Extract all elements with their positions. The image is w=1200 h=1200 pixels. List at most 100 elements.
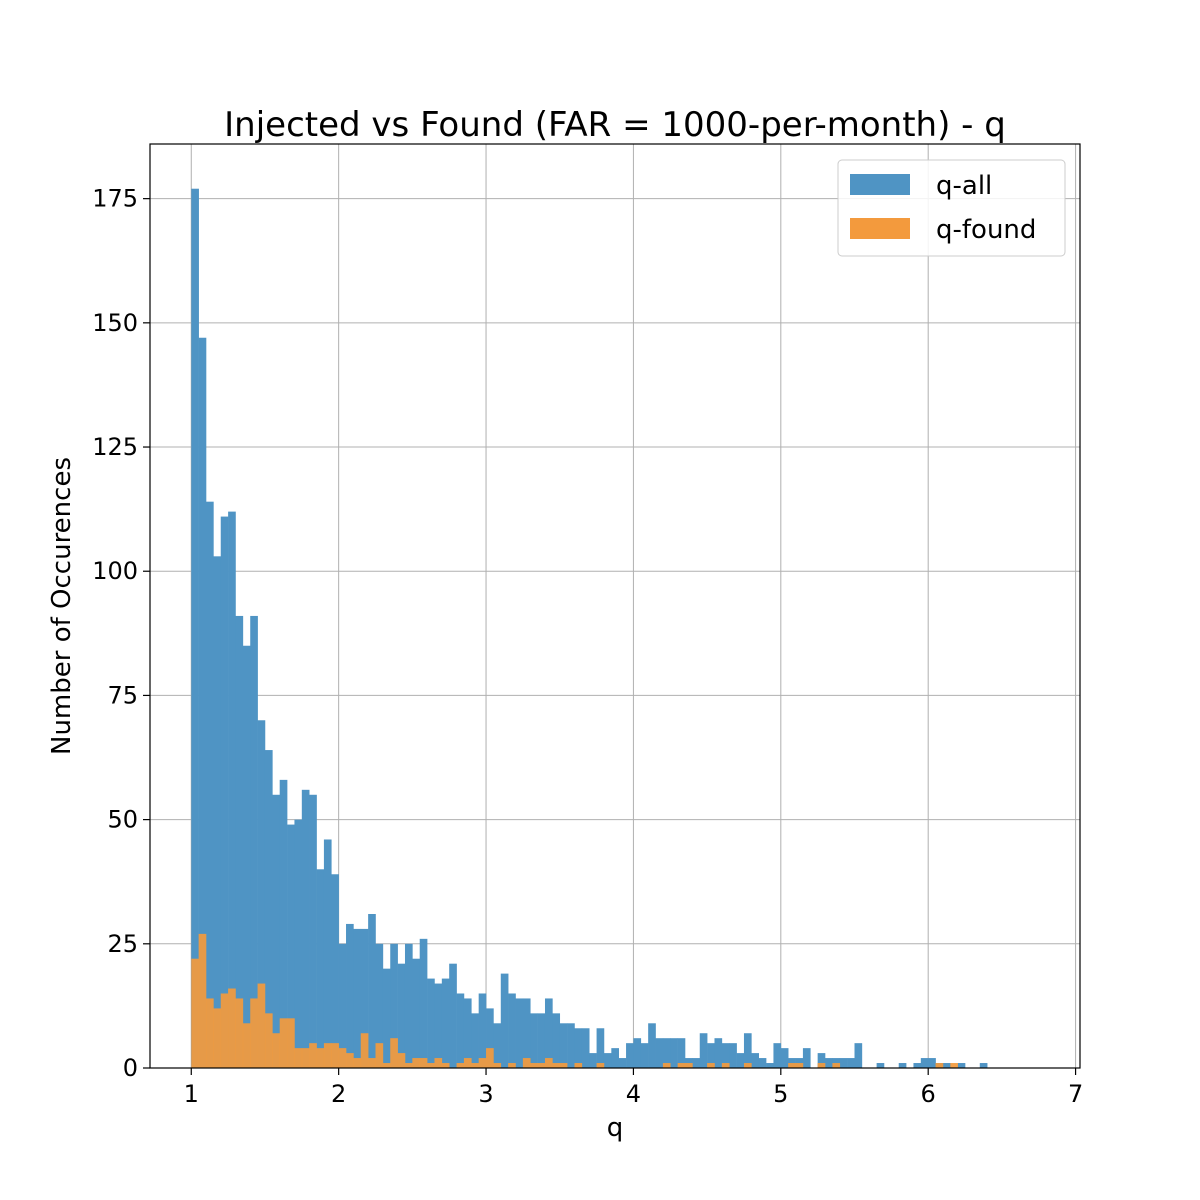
bar-q-found <box>353 1058 362 1068</box>
bar-q-all <box>839 1058 848 1068</box>
bar-q-found <box>206 998 214 1068</box>
bar-q-found <box>795 1063 804 1068</box>
legend-swatch-q-all <box>850 174 910 195</box>
bar-q-found <box>191 958 199 1068</box>
bar-q-all <box>596 1028 605 1068</box>
bar-q-all <box>640 1043 649 1068</box>
bar-q-found <box>574 1063 583 1068</box>
bar-q-found <box>250 998 258 1068</box>
y-tick-label: 25 <box>107 930 138 958</box>
bar-q-found <box>287 1018 295 1068</box>
bar-q-all <box>979 1063 988 1068</box>
bar-q-all <box>522 998 531 1068</box>
bar-q-all <box>825 1058 833 1068</box>
y-axis-ticks: 0 25 50 75 100 125 150 175 <box>92 185 150 1082</box>
bar-q-found <box>242 1023 251 1068</box>
bar-q-all <box>817 1053 826 1068</box>
x-tick-label: 3 <box>478 1080 493 1108</box>
bar-q-all <box>213 556 222 1068</box>
bar-q-found <box>707 1063 715 1068</box>
bar-q-all <box>736 1053 745 1068</box>
legend-swatch-q-found <box>850 218 910 239</box>
bar-q-all <box>662 1038 671 1068</box>
bar-q-all <box>898 1063 907 1068</box>
bar-q-all <box>721 1043 730 1068</box>
bar-q-found <box>522 1058 531 1068</box>
bar-q-all <box>338 943 347 1068</box>
bar-q-found <box>486 1048 494 1068</box>
bar-q-all <box>581 1028 590 1068</box>
bar-q-found <box>508 1063 516 1068</box>
bar-q-found <box>493 1063 502 1068</box>
bar-q-all <box>854 1043 863 1068</box>
bar-q-found <box>427 1063 435 1068</box>
bar-q-all <box>729 1043 737 1068</box>
y-tick-label: 50 <box>107 806 138 834</box>
x-axis-ticks: 1 2 3 4 5 6 7 <box>184 1068 1083 1108</box>
y-tick-label: 175 <box>92 185 138 213</box>
bar-q-all <box>508 993 516 1068</box>
bar-q-all <box>802 1048 811 1068</box>
bar-q-all <box>655 1038 664 1068</box>
bar-q-all <box>574 1028 583 1068</box>
bar-q-all <box>751 1053 759 1068</box>
y-tick-label: 100 <box>92 557 138 585</box>
bar-q-found <box>412 1058 421 1068</box>
bar-q-all <box>743 1033 752 1068</box>
bar-q-found <box>257 983 266 1068</box>
bar-q-found <box>301 1048 310 1068</box>
bar-q-found <box>220 993 229 1068</box>
bar-q-all <box>235 615 244 1068</box>
bar-q-all <box>360 928 369 1068</box>
bar-q-found <box>279 1018 288 1068</box>
y-tick-label: 0 <box>123 1054 138 1082</box>
bar-q-all <box>419 938 428 1068</box>
bar-q-all <box>316 869 325 1068</box>
bar-q-found <box>264 1013 273 1068</box>
bar-q-all <box>294 819 303 1068</box>
bar-q-found <box>677 1063 686 1068</box>
bar-q-all <box>692 1058 701 1068</box>
bar-q-all <box>876 1063 885 1068</box>
bar-q-all <box>449 963 457 1068</box>
bar-q-all <box>463 998 472 1068</box>
bar-q-found <box>530 1063 538 1068</box>
bar-q-all <box>331 874 339 1068</box>
bar-q-all <box>493 1023 502 1068</box>
bar-q-all <box>559 1023 568 1068</box>
bar-q-found <box>817 1063 826 1068</box>
bar-q-all <box>928 1058 936 1068</box>
bar-q-all <box>677 1038 686 1068</box>
x-tick-label: 6 <box>921 1080 936 1108</box>
bar-q-found <box>397 1053 406 1068</box>
bar-q-found <box>198 933 207 1068</box>
bar-q-found <box>338 1048 347 1068</box>
y-tick-label: 75 <box>107 681 138 709</box>
bar-q-all <box>500 973 509 1068</box>
bar-q-all <box>397 963 406 1068</box>
bar-q-all <box>191 188 199 1068</box>
bar-q-found <box>360 1033 369 1068</box>
bar-q-all <box>390 943 398 1068</box>
bar-q-found <box>272 1033 280 1068</box>
bar-q-all <box>626 1043 634 1068</box>
bar-q-all <box>257 720 266 1068</box>
bar-q-found <box>463 1058 472 1068</box>
bar-q-all <box>427 978 435 1068</box>
bar-q-found <box>935 1063 944 1068</box>
bar-q-found <box>375 1043 384 1068</box>
bar-q-all <box>920 1058 929 1068</box>
bar-q-all <box>346 923 354 1068</box>
bar-q-all <box>242 645 251 1068</box>
bar-q-found <box>368 1058 376 1068</box>
bar-q-all <box>942 1063 951 1068</box>
bar-q-found <box>309 1043 317 1068</box>
bar-q-all <box>758 1058 767 1068</box>
x-tick-label: 5 <box>773 1080 788 1108</box>
bar-q-all <box>611 1048 619 1068</box>
bar-q-all <box>309 794 317 1068</box>
bar-q-all <box>250 615 258 1068</box>
bar-q-all <box>773 1043 782 1068</box>
bar-q-found <box>478 1058 487 1068</box>
bar-q-all <box>515 998 524 1068</box>
